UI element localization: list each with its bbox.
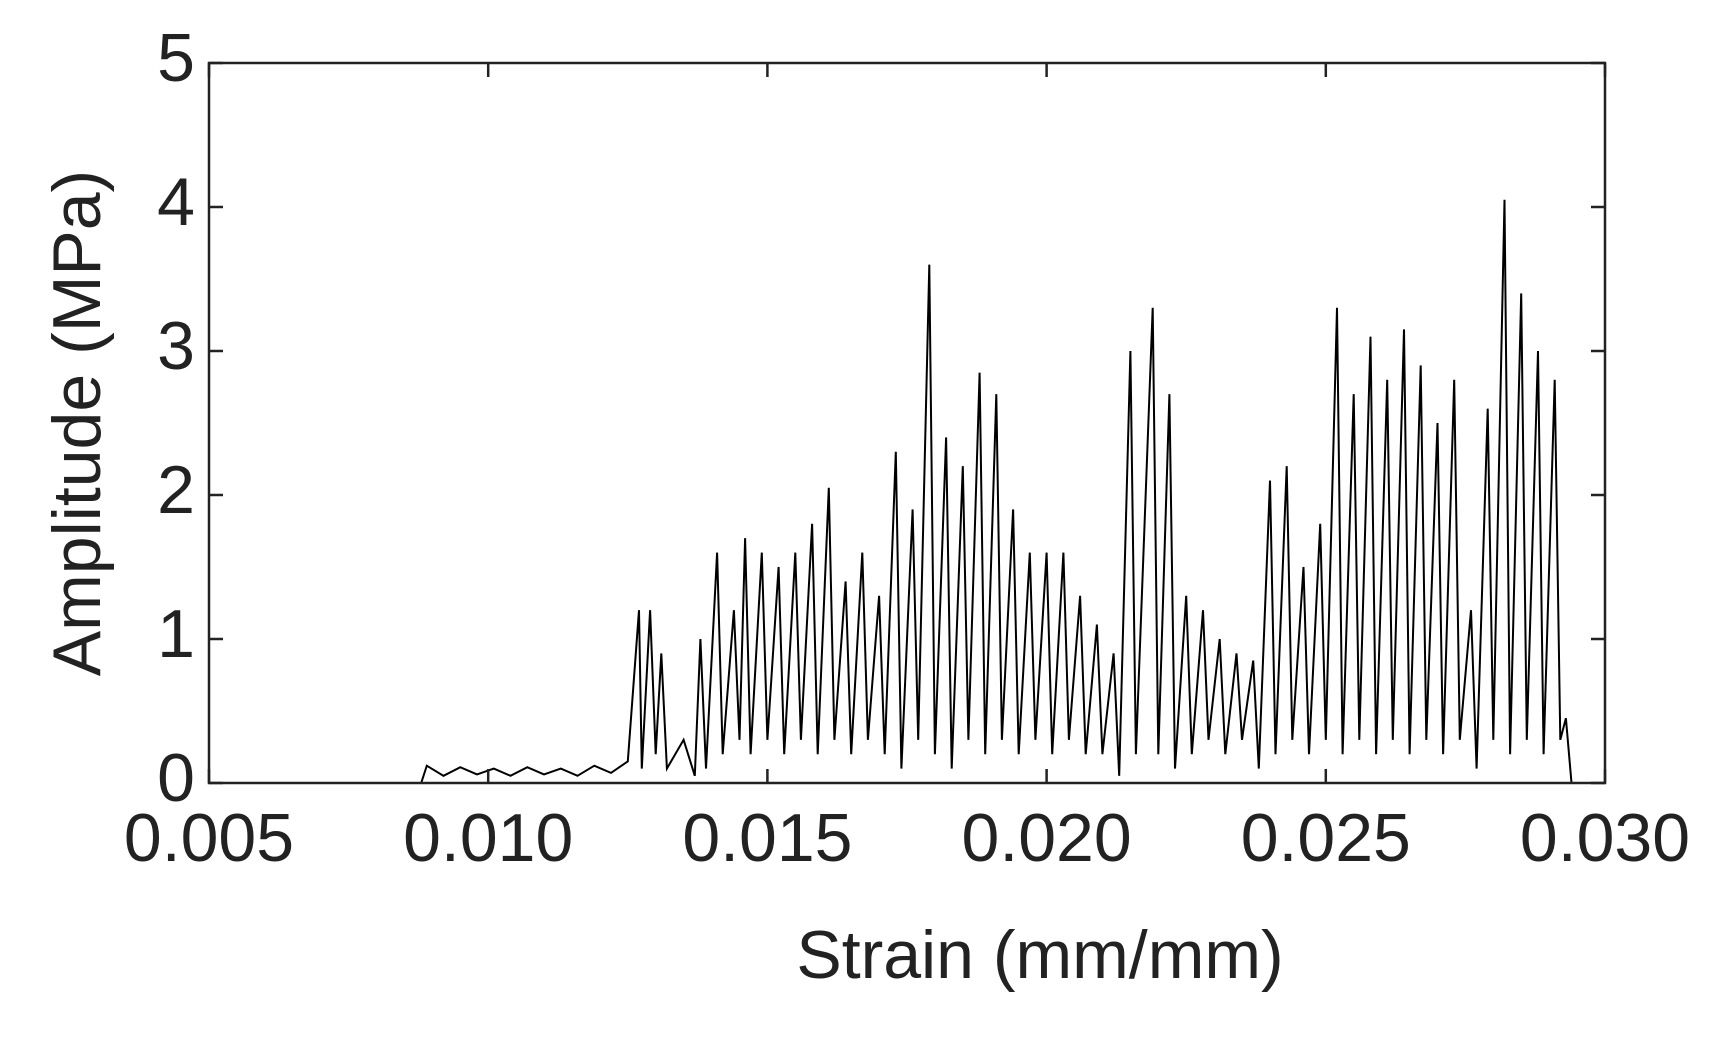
- x-tick-label: 0.005: [124, 800, 294, 876]
- y-tick-label: 3: [157, 308, 195, 384]
- x-tick-label: 0.015: [682, 800, 852, 876]
- x-tick-label: 0.030: [1520, 800, 1690, 876]
- y-tick-label: 1: [157, 596, 195, 672]
- y-axis-label: Amplitude (MPa): [39, 170, 115, 676]
- x-tick-label: 0.020: [962, 800, 1132, 876]
- y-tick-label: 0: [157, 740, 195, 816]
- x-tick-label: 0.010: [403, 800, 573, 876]
- y-tick-label: 2: [157, 452, 195, 528]
- y-tick-label: 5: [157, 20, 195, 96]
- x-axis-label: Strain (mm/mm): [796, 917, 1283, 993]
- data-line: [420, 199, 1573, 784]
- x-tick-label: 0.025: [1241, 800, 1411, 876]
- y-tick-label: 4: [157, 164, 195, 240]
- plot-frame: [207, 61, 1607, 785]
